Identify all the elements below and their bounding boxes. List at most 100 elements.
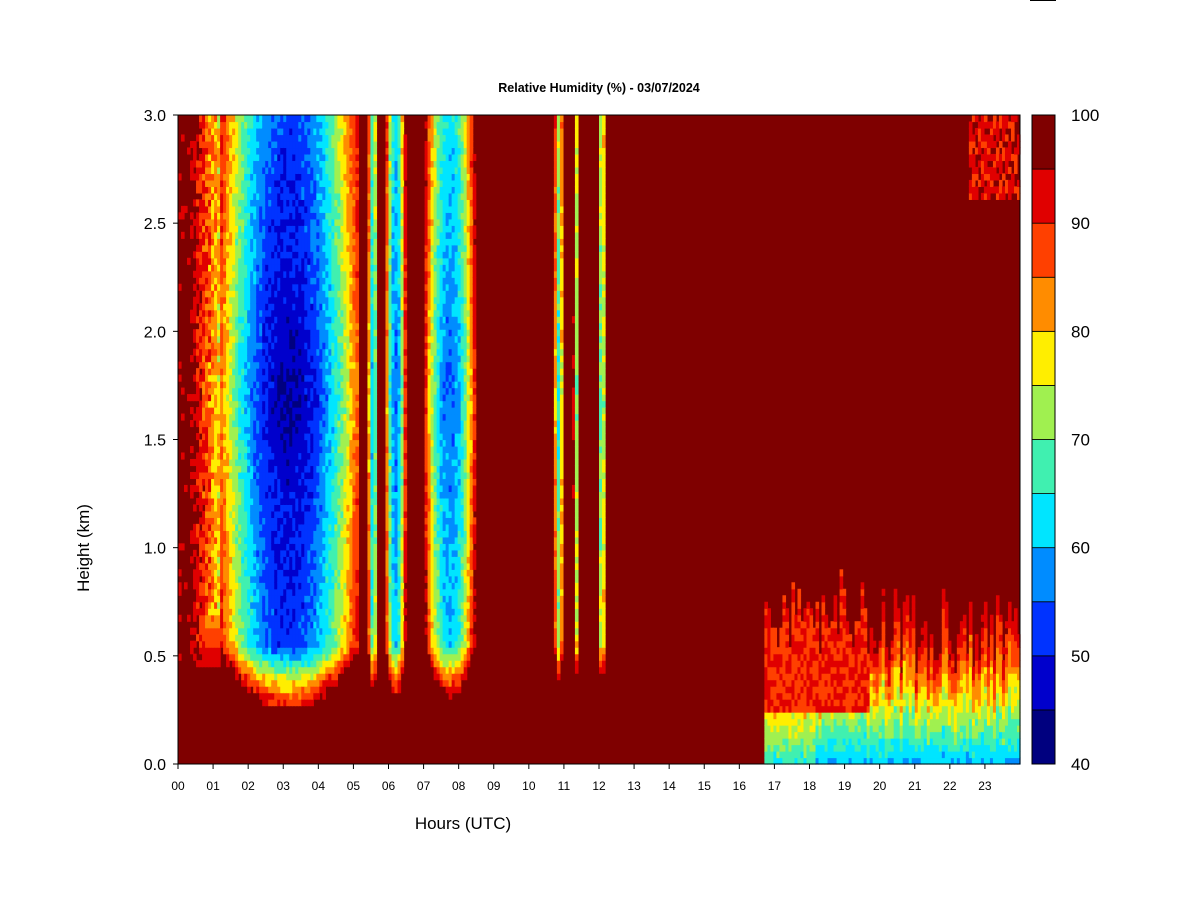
heatmap-cell bbox=[190, 212, 194, 220]
heatmap-cell bbox=[322, 238, 326, 246]
heatmap-cell bbox=[271, 335, 275, 343]
heatmap-cell bbox=[307, 420, 311, 428]
heatmap-cell bbox=[250, 303, 254, 311]
heatmap-cell bbox=[253, 484, 257, 493]
heatmap-cell bbox=[367, 270, 372, 278]
heatmap-cell bbox=[322, 309, 326, 317]
heatmap-cell bbox=[313, 296, 317, 304]
heatmap-cell bbox=[265, 348, 269, 356]
heatmap-cell bbox=[292, 601, 296, 609]
heatmap-cell bbox=[223, 205, 227, 213]
heatmap-cell bbox=[313, 445, 317, 454]
heatmap-cell bbox=[295, 199, 299, 207]
heatmap-cell bbox=[235, 439, 239, 447]
heatmap-cell bbox=[331, 381, 335, 389]
heatmap-cell bbox=[265, 699, 269, 707]
heatmap-cell bbox=[235, 549, 239, 557]
heatmap-cell bbox=[367, 543, 372, 551]
heatmap-cell bbox=[310, 699, 314, 707]
heatmap-cell bbox=[349, 640, 354, 648]
heatmap-cell bbox=[331, 270, 335, 278]
heatmap-cell bbox=[289, 471, 293, 480]
heatmap-cell bbox=[340, 549, 344, 557]
heatmap-cell bbox=[334, 179, 338, 187]
heatmap-cell bbox=[250, 471, 254, 480]
heatmap-cell bbox=[343, 134, 347, 142]
heatmap-cell bbox=[292, 673, 296, 681]
heatmap-cell bbox=[229, 621, 233, 629]
heatmap-cell bbox=[274, 115, 278, 123]
heatmap-cell bbox=[268, 316, 272, 324]
heatmap-cell bbox=[229, 134, 233, 142]
heatmap-cell bbox=[265, 290, 269, 298]
heatmap-cell bbox=[298, 166, 302, 175]
heatmap-cell bbox=[310, 296, 314, 304]
heatmap-cell bbox=[346, 199, 351, 207]
heatmap-cell bbox=[253, 257, 257, 265]
heatmap-cell bbox=[331, 205, 335, 213]
heatmap-cell bbox=[355, 621, 360, 629]
heatmap-cell bbox=[340, 445, 344, 454]
heatmap-cell bbox=[349, 634, 354, 642]
heatmap-cell bbox=[253, 413, 257, 421]
heatmap-cell bbox=[334, 387, 338, 395]
heatmap-cell bbox=[226, 433, 230, 441]
heatmap-cell bbox=[208, 179, 212, 187]
heatmap-cell bbox=[343, 484, 347, 493]
heatmap-cell bbox=[277, 316, 281, 324]
heatmap-cell bbox=[298, 238, 302, 246]
heatmap-cell bbox=[367, 173, 372, 181]
heatmap-cell bbox=[298, 290, 302, 298]
heatmap-cell bbox=[259, 673, 263, 681]
heatmap-cell bbox=[316, 660, 320, 668]
heatmap-cell bbox=[280, 134, 284, 142]
heatmap-cell bbox=[283, 426, 287, 434]
heatmap-cell bbox=[265, 491, 269, 499]
heatmap-cell bbox=[211, 634, 215, 642]
heatmap-cell bbox=[340, 225, 344, 233]
heatmap-cell bbox=[247, 192, 251, 200]
heatmap-cell bbox=[304, 166, 308, 175]
heatmap-cell bbox=[301, 471, 305, 480]
heatmap-cell bbox=[307, 465, 311, 473]
heatmap-cell bbox=[229, 420, 233, 428]
heatmap-cell bbox=[310, 601, 314, 609]
heatmap-cell bbox=[226, 257, 230, 265]
heatmap-cell bbox=[328, 400, 332, 408]
heatmap-cell bbox=[220, 433, 224, 441]
heatmap-cell bbox=[292, 283, 296, 291]
heatmap-cell bbox=[250, 212, 254, 220]
heatmap-cell bbox=[232, 322, 236, 330]
heatmap-cell bbox=[241, 523, 245, 531]
heatmap-cell bbox=[283, 439, 287, 447]
heatmap-cell bbox=[301, 686, 305, 694]
heatmap-cell bbox=[199, 121, 203, 129]
heatmap-cell bbox=[241, 166, 245, 175]
heatmap-cell bbox=[199, 407, 203, 415]
heatmap-cell bbox=[301, 478, 305, 486]
heatmap-cell bbox=[352, 368, 357, 376]
heatmap-cell bbox=[211, 186, 215, 194]
heatmap-cell bbox=[253, 627, 257, 635]
heatmap-cell bbox=[277, 601, 281, 609]
heatmap-cell bbox=[286, 562, 290, 570]
heatmap-cell bbox=[262, 471, 266, 480]
heatmap-cell bbox=[340, 179, 344, 187]
heatmap-cell bbox=[304, 458, 308, 467]
heatmap-cell bbox=[226, 147, 230, 155]
heatmap-cell bbox=[304, 413, 308, 421]
heatmap-cell bbox=[328, 238, 332, 246]
heatmap-cell bbox=[325, 348, 329, 356]
heatmap-cell bbox=[343, 329, 347, 337]
heatmap-cell bbox=[226, 270, 230, 278]
heatmap-cell bbox=[268, 686, 272, 694]
heatmap-cell bbox=[334, 205, 338, 213]
heatmap-cell bbox=[337, 660, 341, 668]
heatmap-cell bbox=[280, 374, 284, 382]
heatmap-cell bbox=[247, 484, 251, 493]
heatmap-cell bbox=[301, 407, 305, 415]
heatmap-cell bbox=[319, 283, 323, 291]
heatmap-cell bbox=[343, 303, 347, 311]
heatmap-cell bbox=[274, 543, 278, 551]
